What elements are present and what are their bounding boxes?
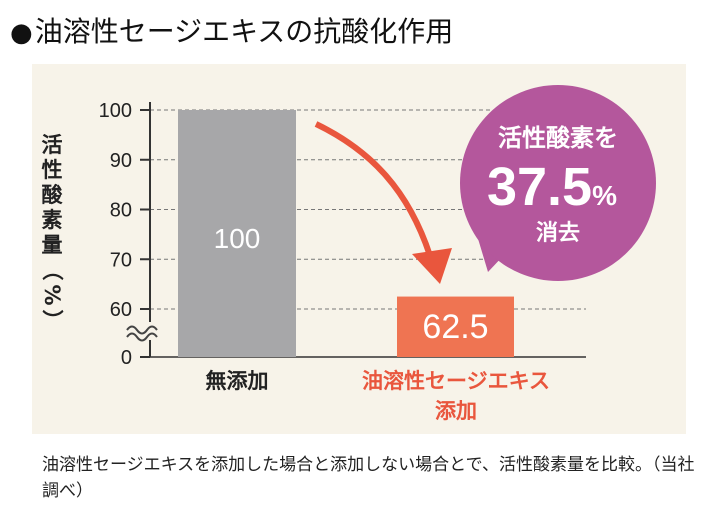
y-tick-label: 70 bbox=[110, 249, 132, 271]
y-axis-label-char: 活 bbox=[42, 133, 63, 157]
y-tick-label: 0 bbox=[121, 347, 132, 369]
x-category-label: 添加 bbox=[435, 399, 477, 423]
chart-title: ●油溶性セージエキスの抗酸化作用 bbox=[10, 10, 453, 50]
bar bbox=[397, 296, 514, 357]
y-axis-label-char: 素 bbox=[42, 208, 63, 232]
y-axis-label-char: 酸 bbox=[42, 183, 64, 207]
callout-value-group: 37.5% bbox=[487, 157, 617, 217]
chart-title-text: 油溶性セージエキスの抗酸化作用 bbox=[34, 15, 454, 48]
y-axis-label-char: （ bbox=[40, 260, 64, 281]
bar-chart: 0 60 70 80 90 100 活性酸素量 （% ） 100 62.5 無添加 油溶性セージエキス添… bbox=[40, 85, 656, 423]
x-category-label: 無添加 bbox=[206, 369, 269, 393]
decrease-arrow bbox=[314, 121, 435, 263]
bullet-icon: ● bbox=[10, 18, 33, 48]
y-axis-label-char: % bbox=[40, 284, 64, 305]
y-tick-label: 90 bbox=[110, 150, 132, 172]
y-tick-label: 60 bbox=[110, 299, 132, 321]
callout-value: 37.5 bbox=[487, 157, 592, 217]
callout-unit: % bbox=[592, 180, 617, 211]
callout-line2: 消去 bbox=[536, 221, 580, 246]
decrease-arrowhead bbox=[412, 248, 452, 284]
y-axis-label-char: 量 bbox=[42, 233, 63, 257]
y-axis-label-char: 性 bbox=[42, 158, 63, 182]
axis-break-mark bbox=[126, 325, 158, 335]
callout-line1: 活性酸素を bbox=[498, 124, 618, 152]
y-axis-label-char: ） bbox=[40, 310, 64, 331]
bar-value-label: 100 bbox=[214, 223, 261, 254]
bar bbox=[178, 110, 296, 357]
bar-value-label: 62.5 bbox=[422, 308, 488, 346]
x-category-label: 油溶性セージエキス bbox=[362, 369, 550, 393]
y-tick-label: 80 bbox=[110, 200, 132, 222]
y-tick-label: 100 bbox=[99, 100, 132, 122]
chart-caption: 油溶性セージエキスを添加した場合と添加しない場合とで、活性酸素量を比較。（当社調… bbox=[42, 455, 695, 501]
axis-break-mark bbox=[126, 332, 158, 342]
callout-bubble bbox=[460, 85, 656, 281]
